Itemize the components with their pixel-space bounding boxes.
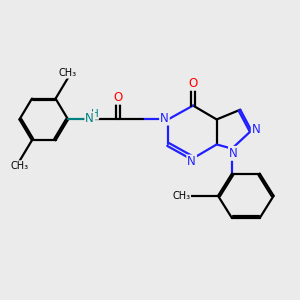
Text: N: N <box>160 112 169 124</box>
Text: N: N <box>252 123 260 136</box>
Text: O: O <box>188 77 198 90</box>
Text: O: O <box>113 91 123 104</box>
Text: N: N <box>187 155 196 168</box>
Text: CH₃: CH₃ <box>59 68 77 78</box>
Text: H: H <box>91 109 98 119</box>
Text: CH₃: CH₃ <box>172 191 190 201</box>
Text: CH₃: CH₃ <box>11 161 28 171</box>
Text: N: N <box>229 147 238 160</box>
Text: N: N <box>85 112 94 125</box>
